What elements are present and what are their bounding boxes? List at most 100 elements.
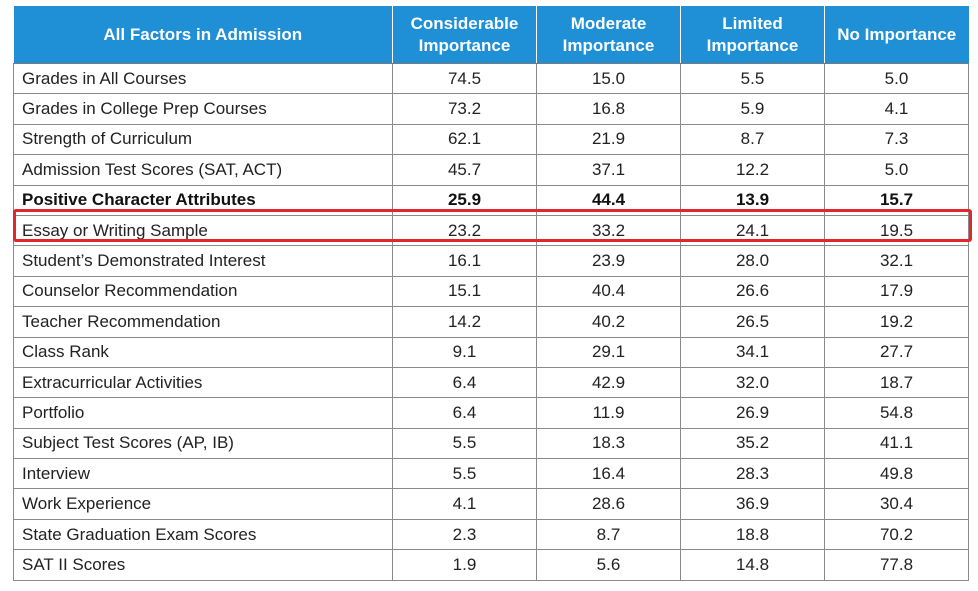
moderate-cell: 16.4 (536, 458, 681, 490)
considerable-cell: 73.2 (392, 93, 537, 125)
table-row: SAT II Scores 1.9 5.6 14.8 77.8 (13, 549, 969, 581)
limited-cell: 35.2 (680, 427, 825, 460)
moderate-cell: 18.3 (536, 427, 681, 460)
table-row: Interview 5.5 16.4 28.3 49.8 (13, 458, 969, 490)
header-limited-importance: Limited Importance (680, 6, 825, 64)
none-cell: 49.8 (824, 458, 969, 490)
factor-cell: SAT II Scores (13, 549, 393, 581)
limited-cell: 18.8 (680, 518, 825, 551)
factor-cell: Extracurricular Activities (13, 366, 393, 399)
admission-factors-table-container: All Factors in Admission Considerable Im… (13, 6, 972, 581)
considerable-cell: 2.3 (392, 518, 537, 551)
table-row: Grades in College Prep Courses 73.2 16.8… (13, 93, 969, 125)
none-cell: 41.1 (824, 427, 969, 460)
table-row: Subject Test Scores (AP, IB) 5.5 18.3 35… (13, 427, 969, 460)
factor-cell: Strength of Curriculum (13, 123, 393, 156)
limited-cell: 36.9 (680, 488, 825, 520)
limited-cell: 26.5 (680, 306, 825, 338)
table-row-highlighted: Essay or Writing Sample 23.2 33.2 24.1 1… (13, 214, 969, 247)
moderate-cell: 21.9 (536, 123, 681, 156)
header-considerable-importance: Considerable Importance (392, 6, 537, 64)
table-row: Strength of Curriculum 62.1 21.9 8.7 7.3 (13, 123, 969, 156)
table-row: Student’s Demonstrated Interest 16.1 23.… (13, 245, 969, 277)
moderate-cell: 33.2 (536, 214, 681, 247)
none-cell: 30.4 (824, 488, 969, 520)
table-row: Teacher Recommendation 14.2 40.2 26.5 19… (13, 306, 969, 338)
factor-cell: Grades in All Courses (13, 62, 393, 95)
table-row: Grades in All Courses 74.5 15.0 5.5 5.0 (13, 62, 969, 95)
considerable-cell: 6.4 (392, 366, 537, 399)
factor-cell: Student’s Demonstrated Interest (13, 245, 393, 277)
admission-factors-table: All Factors in Admission Considerable Im… (13, 6, 969, 581)
limited-cell: 34.1 (680, 336, 825, 368)
moderate-cell: 42.9 (536, 366, 681, 399)
considerable-cell: 62.1 (392, 123, 537, 156)
factor-cell: Class Rank (13, 336, 393, 368)
limited-cell: 24.1 (680, 214, 825, 247)
moderate-cell: 11.9 (536, 397, 681, 429)
limited-cell: 14.8 (680, 549, 825, 581)
factor-cell: Admission Test Scores (SAT, ACT) (13, 154, 393, 186)
table-row: Portfolio 6.4 11.9 26.9 54.8 (13, 397, 969, 429)
considerable-cell: 14.2 (392, 306, 537, 338)
moderate-cell: 40.2 (536, 306, 681, 338)
table-header-row: All Factors in Admission Considerable Im… (13, 6, 969, 64)
none-cell: 5.0 (824, 154, 969, 186)
factor-cell: Grades in College Prep Courses (13, 93, 393, 125)
limited-cell: 8.7 (680, 123, 825, 156)
none-cell: 77.8 (824, 549, 969, 581)
limited-cell: 32.0 (680, 366, 825, 399)
none-cell: 4.1 (824, 93, 969, 125)
factor-cell: Work Experience (13, 488, 393, 520)
considerable-cell: 15.1 (392, 275, 537, 308)
moderate-cell: 5.6 (536, 549, 681, 581)
limited-cell: 26.9 (680, 397, 825, 429)
moderate-cell: 28.6 (536, 488, 681, 520)
factor-cell: State Graduation Exam Scores (13, 518, 393, 551)
table-row: Counselor Recommendation 15.1 40.4 26.6 … (13, 275, 969, 308)
considerable-cell: 23.2 (392, 214, 537, 247)
none-cell: 15.7 (824, 184, 969, 216)
considerable-cell: 74.5 (392, 62, 537, 95)
limited-cell: 28.0 (680, 245, 825, 277)
none-cell: 54.8 (824, 397, 969, 429)
table-row: Work Experience 4.1 28.6 36.9 30.4 (13, 488, 969, 520)
considerable-cell: 45.7 (392, 154, 537, 186)
limited-cell: 12.2 (680, 154, 825, 186)
considerable-cell: 1.9 (392, 549, 537, 581)
limited-cell: 26.6 (680, 275, 825, 308)
moderate-cell: 8.7 (536, 518, 681, 551)
table-row: State Graduation Exam Scores 2.3 8.7 18.… (13, 518, 969, 551)
table-row: Extracurricular Activities 6.4 42.9 32.0… (13, 366, 969, 399)
none-cell: 70.2 (824, 518, 969, 551)
table-row-emphasized: Positive Character Attributes 25.9 44.4 … (13, 184, 969, 216)
limited-cell: 5.5 (680, 62, 825, 95)
considerable-cell: 25.9 (392, 184, 537, 216)
header-moderate-importance: Moderate Importance (536, 6, 681, 64)
none-cell: 27.7 (824, 336, 969, 368)
considerable-cell: 6.4 (392, 397, 537, 429)
moderate-cell: 23.9 (536, 245, 681, 277)
none-cell: 17.9 (824, 275, 969, 308)
moderate-cell: 40.4 (536, 275, 681, 308)
factor-cell: Subject Test Scores (AP, IB) (13, 427, 393, 460)
considerable-cell: 16.1 (392, 245, 537, 277)
none-cell: 32.1 (824, 245, 969, 277)
limited-cell: 13.9 (680, 184, 825, 216)
considerable-cell: 9.1 (392, 336, 537, 368)
none-cell: 7.3 (824, 123, 969, 156)
considerable-cell: 5.5 (392, 427, 537, 460)
considerable-cell: 5.5 (392, 458, 537, 490)
table-row: Admission Test Scores (SAT, ACT) 45.7 37… (13, 154, 969, 186)
moderate-cell: 15.0 (536, 62, 681, 95)
moderate-cell: 16.8 (536, 93, 681, 125)
none-cell: 5.0 (824, 62, 969, 95)
limited-cell: 5.9 (680, 93, 825, 125)
header-no-importance: No Importance (824, 6, 969, 64)
none-cell: 19.5 (824, 214, 969, 247)
factor-cell: Positive Character Attributes (13, 184, 393, 216)
table-row: Class Rank 9.1 29.1 34.1 27.7 (13, 336, 969, 368)
factor-cell: Interview (13, 458, 393, 490)
limited-cell: 28.3 (680, 458, 825, 490)
none-cell: 18.7 (824, 366, 969, 399)
